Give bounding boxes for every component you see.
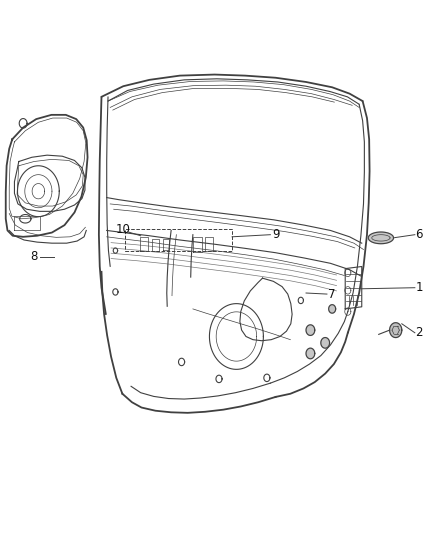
- Polygon shape: [306, 348, 315, 359]
- Text: 8: 8: [30, 251, 38, 263]
- Text: 9: 9: [272, 228, 279, 241]
- Text: 2: 2: [416, 326, 423, 340]
- Text: 1: 1: [416, 281, 423, 294]
- Polygon shape: [368, 232, 393, 244]
- Polygon shape: [328, 305, 336, 313]
- Text: 10: 10: [116, 223, 131, 236]
- Text: 6: 6: [416, 228, 423, 241]
- Text: 7: 7: [328, 288, 336, 301]
- Polygon shape: [390, 322, 402, 337]
- Polygon shape: [321, 337, 329, 348]
- Polygon shape: [306, 325, 315, 335]
